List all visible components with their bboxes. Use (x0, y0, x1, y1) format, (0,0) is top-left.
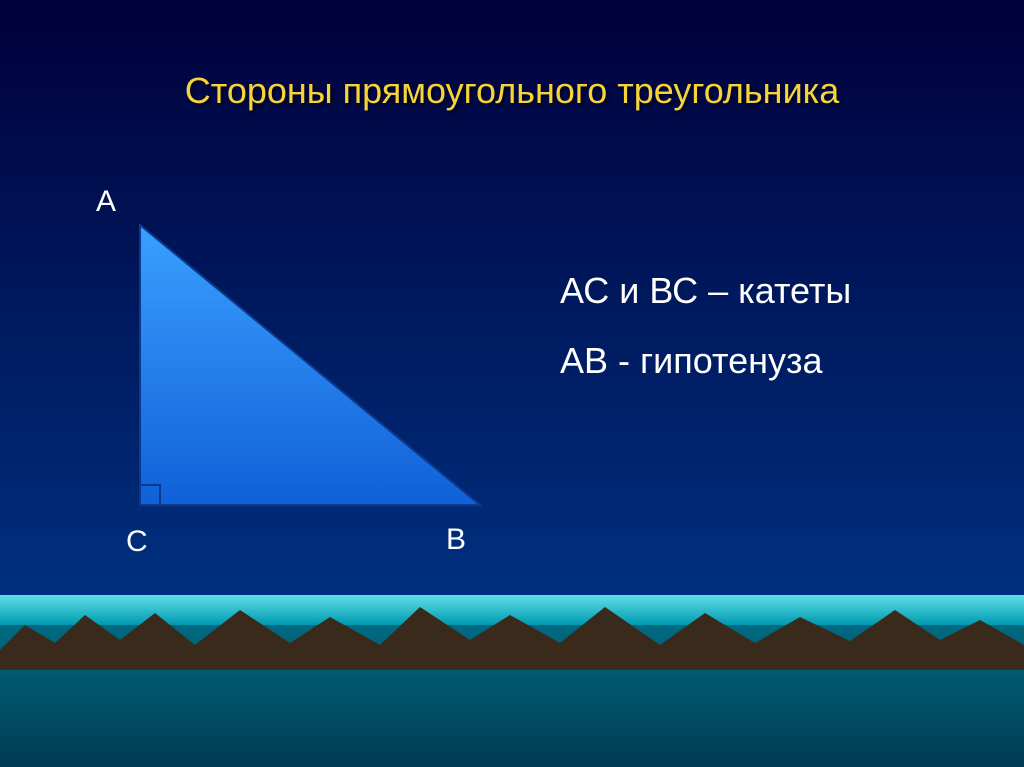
horizon-glow (0, 595, 1024, 625)
vertex-label-c: С (126, 525, 148, 559)
vertex-label-a: А (96, 185, 116, 219)
vertex-label-b: В (446, 523, 466, 557)
triangle-shape (140, 225, 480, 505)
water-background (0, 625, 1024, 767)
triangle-svg (110, 195, 520, 565)
slide: Стороны прямоугольного треугольника А В … (0, 0, 1024, 767)
slide-title: Стороны прямоугольного треугольника (0, 70, 1024, 112)
triangle-diagram: А В С (110, 195, 520, 565)
description-legs: АС и ВС – катеты (560, 270, 851, 312)
description-hypotenuse: АВ - гипотенуза (560, 340, 823, 382)
